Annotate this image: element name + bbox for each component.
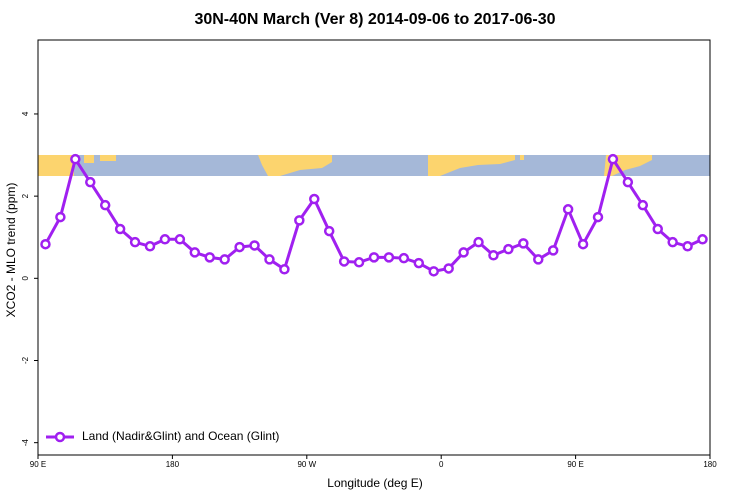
data-point bbox=[592, 211, 604, 223]
data-point bbox=[547, 245, 559, 256]
y-tick-label: 4 bbox=[21, 111, 30, 116]
data-point bbox=[607, 153, 619, 165]
data-point bbox=[264, 254, 275, 265]
data-point bbox=[697, 234, 708, 245]
data-point bbox=[99, 199, 111, 211]
data-point bbox=[473, 236, 484, 248]
x-tick-label: 0 bbox=[439, 460, 444, 469]
data-point bbox=[219, 254, 230, 265]
chart-title: 30N-40N March (Ver 8) 2014-09-06 to 2017… bbox=[194, 11, 555, 28]
data-point bbox=[204, 252, 215, 263]
data-point bbox=[488, 250, 499, 261]
data-point bbox=[353, 257, 365, 268]
data-point bbox=[682, 241, 693, 252]
map-land bbox=[38, 155, 74, 176]
map-land bbox=[84, 155, 94, 163]
data-point bbox=[577, 238, 589, 250]
data-point bbox=[249, 240, 260, 251]
data-point bbox=[428, 266, 439, 277]
data-point bbox=[85, 176, 96, 188]
map-ocean bbox=[38, 155, 710, 176]
data-point bbox=[667, 236, 678, 248]
map-band bbox=[38, 155, 710, 176]
data-point bbox=[413, 257, 425, 269]
data-point bbox=[622, 176, 634, 188]
x-tick-label: 180 bbox=[703, 460, 717, 469]
x-axis-label: Longitude (deg E) bbox=[327, 476, 422, 490]
data-point bbox=[55, 211, 66, 223]
data-point bbox=[129, 236, 141, 248]
legend-marker bbox=[54, 431, 66, 443]
data-point bbox=[114, 223, 126, 235]
map-land bbox=[428, 155, 515, 176]
x-tick-label: 90 E bbox=[30, 460, 46, 469]
x-tick-label: 90 W bbox=[297, 460, 316, 469]
data-point bbox=[70, 153, 81, 165]
y-tick-label: 0 bbox=[21, 276, 30, 281]
data-point bbox=[189, 247, 201, 258]
data-point bbox=[503, 243, 514, 255]
data-point bbox=[398, 252, 410, 264]
y-tick-label: 2 bbox=[21, 193, 30, 198]
map-land bbox=[100, 155, 116, 161]
data-point bbox=[40, 238, 51, 250]
data-point bbox=[309, 193, 320, 205]
map-land bbox=[258, 155, 332, 176]
data-point bbox=[458, 247, 469, 258]
data-point bbox=[144, 241, 156, 252]
legend-label: Land (Nadir&Glint) and Ocean (Glint) bbox=[82, 429, 279, 443]
data-point bbox=[338, 256, 350, 267]
plot-frame bbox=[37, 39, 711, 456]
x-tick-label: 90 E bbox=[567, 460, 583, 469]
data-point bbox=[294, 215, 305, 226]
x-tick-label: 180 bbox=[166, 460, 180, 469]
data-point bbox=[368, 252, 380, 263]
map-land bbox=[520, 155, 524, 160]
data-point bbox=[533, 254, 544, 265]
data-point bbox=[652, 223, 663, 235]
y-tick-label: -2 bbox=[21, 356, 30, 364]
y-tick-label: -4 bbox=[21, 439, 30, 447]
data-point bbox=[518, 238, 529, 249]
data-point bbox=[443, 263, 454, 274]
data-point bbox=[562, 204, 574, 215]
data-point bbox=[383, 252, 395, 263]
data-point bbox=[234, 241, 245, 253]
data-point bbox=[323, 225, 335, 237]
data-point bbox=[159, 234, 171, 245]
data-point bbox=[637, 199, 649, 211]
data-point bbox=[174, 234, 186, 245]
data-point bbox=[279, 264, 290, 275]
y-axis-label: XCO2 - MLO trend (ppm) bbox=[4, 183, 18, 318]
